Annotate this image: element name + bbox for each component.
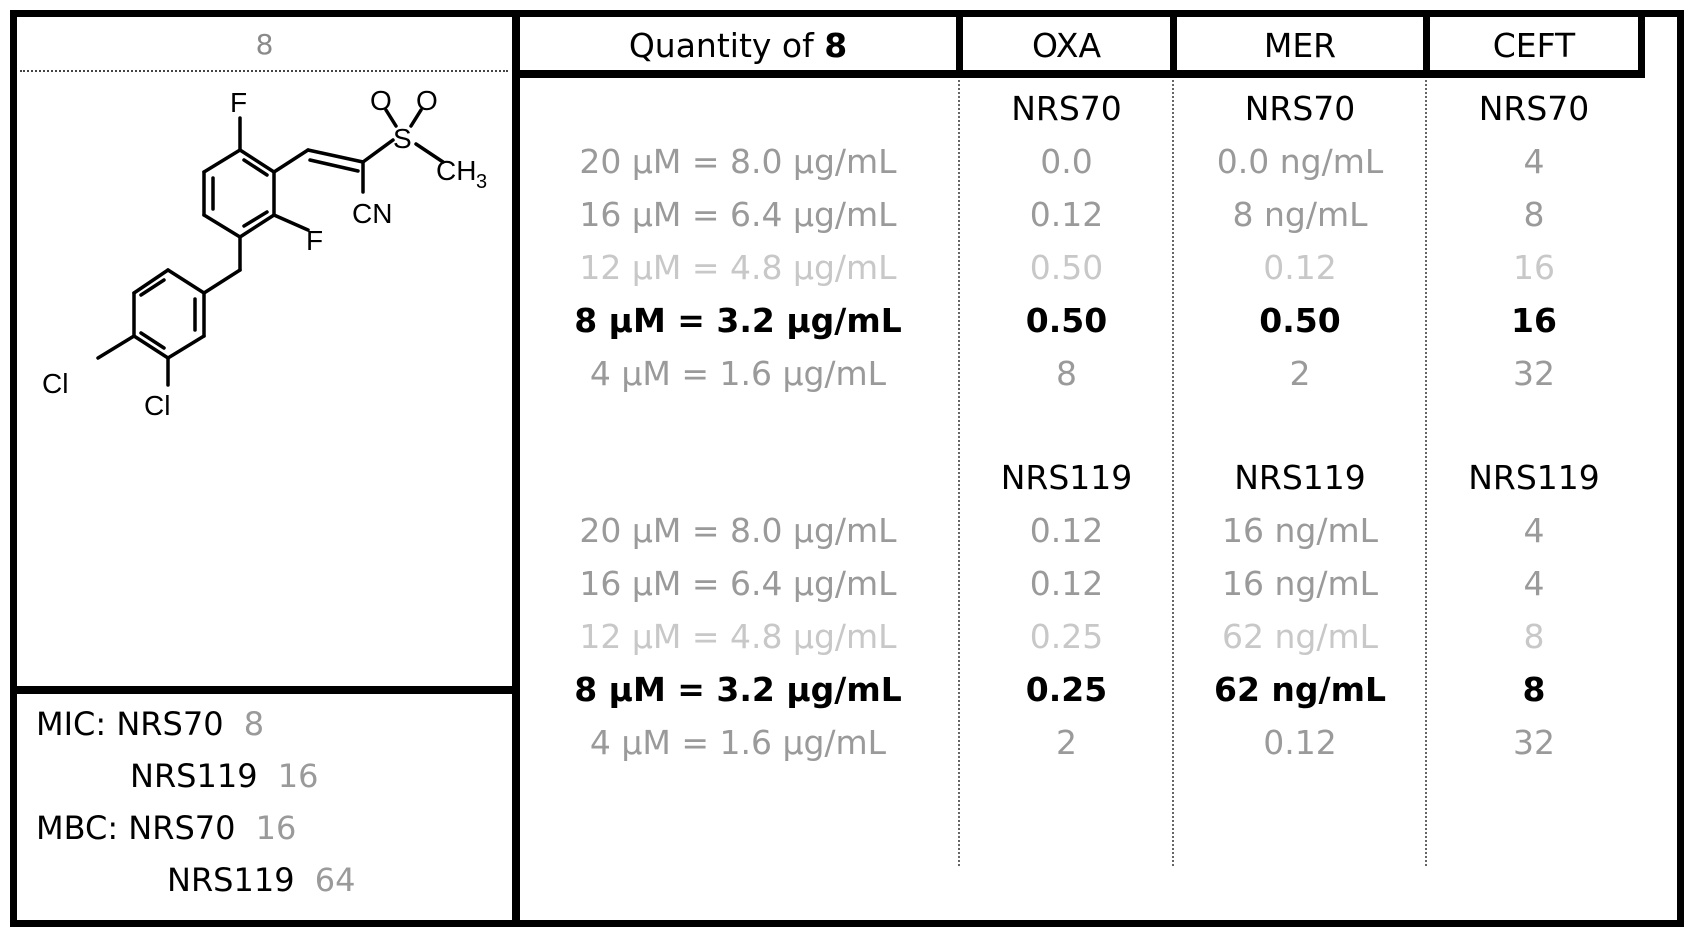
table-cell-ceft: 32 [1430,354,1638,394]
table-cell-ceft: 32 [1430,723,1638,763]
mbc-value-2: 64 [315,861,356,899]
mbc-row-2: NRS119 64 [167,860,355,900]
table-cell-mer: 16 ng/mL [1177,564,1423,604]
table-cell-mer: 0.12 [1177,248,1423,288]
table-cell-mer: 0.12 [1177,723,1423,763]
atom-cn: CN [352,198,392,229]
header-mer: MER [1177,26,1423,66]
mbc-row-1: MBC: NRS70 16 [36,808,296,848]
atom-o2: O [416,85,438,116]
table-cell-oxa: 0.25 [963,617,1170,657]
col-separator-2 [1172,80,1174,866]
table-cell-mer: 62 ng/mL [1177,617,1423,657]
table-row-quantity: 16 µM = 6.4 µg/mL [520,195,956,235]
table-cell-mer: 16 ng/mL [1177,511,1423,551]
table-cell-oxa: 0.0 [963,142,1170,182]
left-panel-hline [10,686,518,694]
mic-strain-2: NRS119 [130,757,258,795]
mbc-strain-1: NRS70 [128,809,235,847]
header-bottom-line [518,70,1642,78]
col-separator-3 [1425,80,1427,866]
table-row-quantity: 12 µM = 4.8 µg/mL [520,617,956,657]
table-cell-oxa: 0.50 [963,301,1170,341]
table-row-quantity: 4 µM = 1.6 µg/mL [520,354,956,394]
table-cell-oxa: 0.12 [963,564,1170,604]
mic-label: MIC: [36,705,106,743]
mbc-value-1: 16 [256,809,297,847]
table-cell-mer: 0.50 [1177,301,1423,341]
header-quantity-compound: 8 [824,26,847,65]
atom-cl1: Cl [42,368,68,399]
table-row-quantity: 20 µM = 8.0 µg/mL [520,511,956,551]
strain-label-ceft: NRS119 [1430,458,1638,498]
table-cell-mer: 0.0 ng/mL [1177,142,1423,182]
table-cell-ceft: 16 [1430,301,1638,341]
table-row-quantity: 20 µM = 8.0 µg/mL [520,142,956,182]
table-cell-ceft: 8 [1430,670,1638,710]
table-cell-ceft: 8 [1430,617,1638,657]
table-cell-ceft: 8 [1430,195,1638,235]
table-row-quantity: 4 µM = 1.6 µg/mL [520,723,956,763]
strain-label-mer: NRS119 [1177,458,1423,498]
header-divider-2 [1170,10,1177,74]
mic-row-1: MIC: NRS70 8 [36,704,264,744]
col-separator-1 [958,80,960,866]
mic-value-2: 16 [278,757,319,795]
header-divider-4 [1638,10,1645,78]
mbc-strain-2: NRS119 [167,861,295,899]
atom-f-mid: F [306,225,323,256]
header-divider-1 [956,10,963,74]
mic-row-2: NRS119 16 [130,756,318,796]
table-cell-mer: 2 [1177,354,1423,394]
atom-s: S [393,123,412,154]
chemical-structure: F F O O S CH 3 CN Cl Cl [18,80,528,480]
table-cell-ceft: 4 [1430,511,1638,551]
atom-f-top: F [230,87,247,118]
strain-label-oxa: NRS70 [963,89,1170,129]
table-cell-ceft: 4 [1430,564,1638,604]
compound-label-underline [20,70,508,72]
mic-value-1: 8 [244,705,264,743]
header-divider-3 [1423,10,1430,74]
table-cell-mer: 8 ng/mL [1177,195,1423,235]
header-oxa: OXA [963,26,1170,66]
header-quantity: Quantity of 8 [520,26,956,66]
atom-ch3: CH [436,155,476,186]
table-cell-ceft: 16 [1430,248,1638,288]
atom-o1: O [370,85,392,116]
table-row-quantity: 16 µM = 6.4 µg/mL [520,564,956,604]
header-quantity-prefix: Quantity of [629,26,824,65]
table-cell-oxa: 8 [963,354,1170,394]
strain-label-ceft: NRS70 [1430,89,1638,129]
table-cell-oxa: 0.25 [963,670,1170,710]
table-row-quantity: 8 µM = 3.2 µg/mL [520,670,956,710]
strain-label-mer: NRS70 [1177,89,1423,129]
table-row-quantity: 12 µM = 4.8 µg/mL [520,248,956,288]
table-cell-oxa: 2 [963,723,1170,763]
table-cell-oxa: 0.12 [963,195,1170,235]
table-cell-mer: 62 ng/mL [1177,670,1423,710]
atom-cl2: Cl [144,390,170,421]
table-cell-oxa: 0.50 [963,248,1170,288]
atom-ch3-sub: 3 [476,171,487,193]
table-row-quantity: 8 µM = 3.2 µg/mL [520,301,956,341]
table-cell-ceft: 4 [1430,142,1638,182]
strain-label-oxa: NRS119 [963,458,1170,498]
mic-strain-1: NRS70 [116,705,223,743]
compound-label: 8 [17,27,512,63]
header-ceft: CEFT [1430,26,1638,66]
mbc-label: MBC: [36,809,118,847]
table-cell-oxa: 0.12 [963,511,1170,551]
